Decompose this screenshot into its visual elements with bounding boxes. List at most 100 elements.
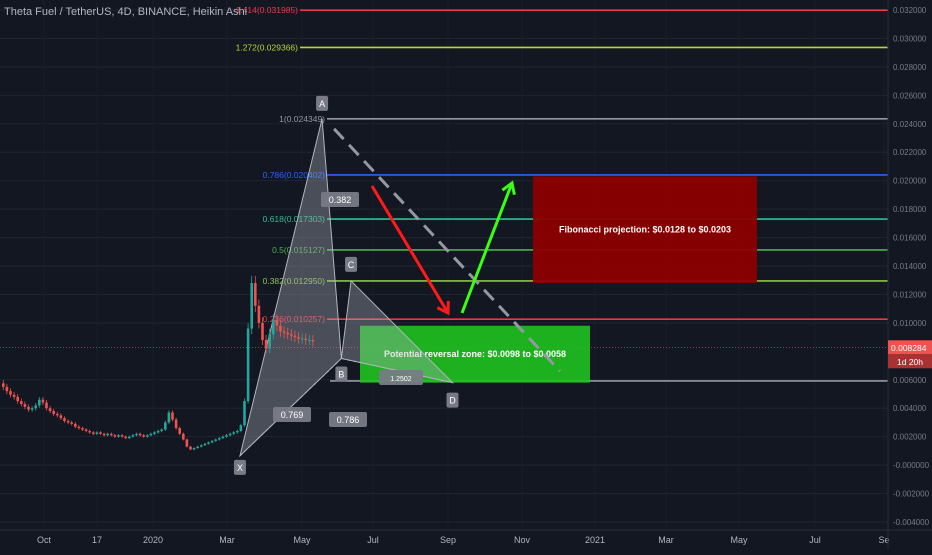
- candle-body: [297, 337, 300, 339]
- fib-level-label: 0.618(0.017303): [263, 214, 326, 224]
- candle-body: [171, 412, 174, 420]
- candle-body: [117, 435, 120, 437]
- y-tick-label: 0.028000: [893, 63, 927, 72]
- y-tick-label: 0.014000: [893, 262, 927, 271]
- candle-body: [174, 419, 178, 429]
- candle-body: [38, 399, 41, 406]
- candle-body: [257, 305, 261, 323]
- candle-body: [48, 408, 52, 412]
- candle-body: [160, 429, 163, 431]
- ratio-label: 0.382: [329, 195, 352, 205]
- candle-body: [102, 433, 106, 436]
- red-down-arrow: [370, 185, 450, 314]
- candle-body: [261, 322, 264, 340]
- candle-body: [243, 401, 246, 426]
- y-tick-label: -0.000000: [893, 461, 930, 470]
- candle-body: [9, 391, 12, 395]
- candle-body: [239, 425, 243, 431]
- candle-body: [149, 433, 153, 436]
- candle-body: [81, 428, 84, 430]
- candle-body: [77, 426, 81, 429]
- point-label-a: A: [319, 99, 325, 109]
- candle-body: [45, 402, 48, 409]
- candle-body: [120, 435, 124, 437]
- green-up-arrow: [460, 182, 514, 314]
- projection-zone-label: Fibonacci projection: $0.0128 to $0.0203: [559, 225, 731, 235]
- ratio-label-box: [273, 407, 311, 422]
- candle-body: [23, 403, 27, 407]
- candle-body: [196, 446, 199, 449]
- dashed-projection-line: [332, 127, 562, 373]
- candle-body: [308, 339, 311, 341]
- candle-body: [30, 408, 34, 410]
- red-down-arrow-head: [436, 300, 450, 316]
- ratio-label-box: [329, 412, 367, 427]
- y-tick-label: 0.022000: [893, 148, 927, 157]
- candle-body: [164, 422, 167, 430]
- x-tick-label: Se: [878, 535, 889, 545]
- x-tick-label: 2021: [585, 535, 605, 545]
- point-label-c-box: [345, 256, 358, 272]
- y-tick-label: 0.030000: [893, 34, 927, 43]
- y-tick-label: 0.010000: [893, 319, 927, 328]
- point-label-b-box: [335, 366, 348, 382]
- candle-body: [232, 432, 235, 434]
- point-label-x: X: [237, 463, 243, 473]
- candle-body: [290, 334, 293, 336]
- candle-body: [178, 428, 181, 434]
- candle-body: [210, 440, 214, 443]
- candle-body: [131, 435, 135, 437]
- candle-body: [286, 332, 289, 335]
- countdown-label: 1d 20h: [897, 357, 923, 367]
- candle-body: [12, 394, 16, 397]
- x-tick-label: May: [293, 535, 311, 545]
- y-tick-label: 0.026000: [893, 91, 927, 100]
- chart-title: Theta Fuel / TetherUS, 4D, BINANCE, Heik…: [4, 6, 248, 18]
- fib-level-label: 0.382(0.012950): [263, 276, 326, 286]
- candle-body: [300, 338, 304, 340]
- candle-body: [5, 386, 9, 392]
- candle-body: [268, 334, 271, 349]
- countdown-tag: [888, 354, 932, 369]
- y-tick-label: 0.012000: [893, 290, 927, 299]
- candle-body: [20, 401, 23, 404]
- candle-body: [27, 406, 30, 410]
- x-tick-label: Sep: [440, 535, 456, 545]
- candle-body: [203, 443, 207, 446]
- y-tick-label: 0.004000: [893, 404, 927, 413]
- candle-body: [66, 421, 70, 423]
- fib-level-label: 1.272(0.029366): [236, 42, 299, 52]
- candle-body: [110, 433, 113, 436]
- last-price-tag: [888, 340, 932, 355]
- candle-body: [272, 320, 275, 335]
- candle-body: [52, 411, 55, 414]
- candle-body: [167, 412, 171, 423]
- candle-body: [311, 339, 315, 342]
- candle-body: [16, 396, 19, 402]
- fib-level-label: 1.414(0.031985): [236, 5, 299, 15]
- x-tick-label: May: [730, 535, 748, 545]
- fib-level-label: 0.786(0.020402): [263, 170, 326, 180]
- x-tick-label: Mar: [658, 535, 674, 545]
- candle-body: [56, 413, 59, 416]
- candle-body: [246, 328, 250, 402]
- candle-body: [153, 432, 156, 434]
- candle-body: [63, 418, 66, 422]
- ratio-label-box: [379, 370, 423, 385]
- candle-body: [84, 429, 88, 431]
- candle-body: [214, 439, 217, 441]
- candle-body: [135, 433, 138, 436]
- candle-body: [228, 433, 232, 436]
- candle-body: [95, 432, 99, 434]
- candle-body: [59, 415, 63, 419]
- y-tick-label: -0.002000: [893, 490, 930, 499]
- candle-body: [2, 383, 5, 387]
- y-tick-label: 0.024000: [893, 120, 927, 129]
- candle-body: [279, 325, 282, 332]
- y-tick-label: 0.032000: [893, 6, 927, 15]
- last-price-label: 0.008284: [891, 343, 927, 353]
- candle-body: [264, 339, 268, 349]
- candle-body: [282, 331, 286, 333]
